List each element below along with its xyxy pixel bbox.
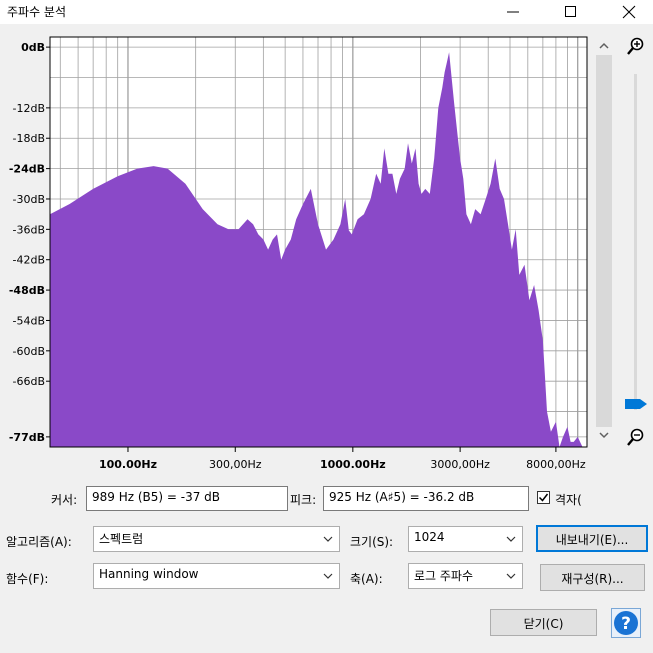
x-tick-label: 8000,00Hz: [526, 458, 586, 471]
y-axis-ticks: 0dB -12dB -18dB -24dB -30dB -36dB -42dB -48dB -5…: [9, 41, 50, 444]
help-glyph: ?: [621, 614, 631, 634]
close-window-button[interactable]: [606, 0, 652, 24]
axis-select[interactable]: 로그 주파수: [408, 563, 523, 589]
close-button[interactable]: 닫기(C): [490, 609, 597, 636]
y-tick-label: -77dB: [9, 431, 45, 444]
spectrum-area: [50, 52, 587, 447]
y-tick-label: -18dB: [13, 132, 46, 145]
chevron-down-icon: [506, 536, 516, 542]
x-axis-ticks: 100.00Hz 300,00Hz 1000.00Hz 3000,00Hz 8000,0…: [99, 447, 586, 471]
y-tick-label: -48dB: [9, 284, 45, 297]
export-button[interactable]: 내보내기(E)...: [536, 525, 648, 552]
x-tick-label: 100.00Hz: [99, 458, 157, 471]
minimize-button[interactable]: [490, 0, 536, 24]
help-icon: ?: [614, 611, 638, 635]
x-tick-label: 1000.00Hz: [320, 458, 386, 471]
replot-button[interactable]: 재구성(R)...: [540, 564, 645, 591]
axis-value: 로그 주파수: [414, 569, 474, 583]
checkmark-icon: [538, 493, 549, 502]
vertical-scrollbar[interactable]: [594, 37, 614, 446]
cursor-value-field[interactable]: 989 Hz (B5) = -37 dB: [86, 486, 288, 511]
y-tick-label: -42dB: [13, 254, 46, 267]
peak-value-field[interactable]: 925 Hz (A♯5) = -36.2 dB: [323, 486, 529, 511]
y-tick-label: -30dB: [13, 193, 46, 206]
grid-checkbox[interactable]: [537, 491, 550, 504]
chevron-down-icon: [323, 573, 333, 579]
cursor-label: 커서:: [51, 493, 78, 507]
function-select[interactable]: Hanning window: [93, 563, 340, 589]
y-tick-label: -24dB: [9, 163, 45, 176]
scrollbar-thumb[interactable]: [596, 55, 612, 427]
scroll-up-icon[interactable]: [598, 40, 610, 52]
function-label: 함수(F):: [6, 572, 49, 586]
function-value: Hanning window: [99, 567, 199, 581]
y-tick-label: -12dB: [13, 102, 46, 115]
y-tick-label: -66dB: [13, 375, 46, 388]
size-value: 1024: [414, 530, 445, 544]
algorithm-value: 스펙트럼: [99, 532, 144, 546]
zoom-slider-track[interactable]: [634, 74, 637, 410]
axis-label: 축(A):: [350, 572, 383, 586]
x-tick-label: 300,00Hz: [209, 458, 262, 471]
title-bar: 주파수 분석: [0, 0, 653, 24]
y-tick-label: -60dB: [13, 345, 46, 358]
size-select[interactable]: 1024: [408, 526, 523, 552]
chevron-down-icon: [506, 573, 516, 579]
maximize-button[interactable]: [548, 0, 594, 24]
zoom-in-icon[interactable]: [626, 36, 646, 56]
minimize-icon: [507, 11, 519, 13]
close-icon: [622, 5, 636, 19]
window-title: 주파수 분석: [7, 5, 67, 19]
maximize-icon: [565, 6, 576, 17]
zoom-out-icon[interactable]: [626, 427, 646, 447]
y-tick-label: -36dB: [13, 223, 46, 236]
help-button[interactable]: ?: [611, 608, 641, 638]
spectrum-chart[interactable]: 0dB -12dB -18dB -24dB -30dB -36dB -42dB -48dB -5…: [0, 28, 594, 474]
algorithm-select[interactable]: 스펙트럼: [93, 526, 340, 552]
grid-label: 격자(: [555, 493, 582, 507]
algorithm-label: 알고리즘(A):: [6, 535, 72, 549]
y-tick-label: -54dB: [13, 314, 46, 327]
peak-label: 피크:: [290, 493, 317, 507]
size-label: 크기(S):: [350, 535, 394, 549]
x-tick-label: 3000,00Hz: [430, 458, 490, 471]
y-tick-label: 0dB: [21, 41, 45, 54]
plot-border: [49, 36, 588, 448]
zoom-slider-thumb[interactable]: [624, 398, 648, 410]
chevron-down-icon: [323, 536, 333, 542]
scroll-down-icon[interactable]: [598, 429, 610, 441]
